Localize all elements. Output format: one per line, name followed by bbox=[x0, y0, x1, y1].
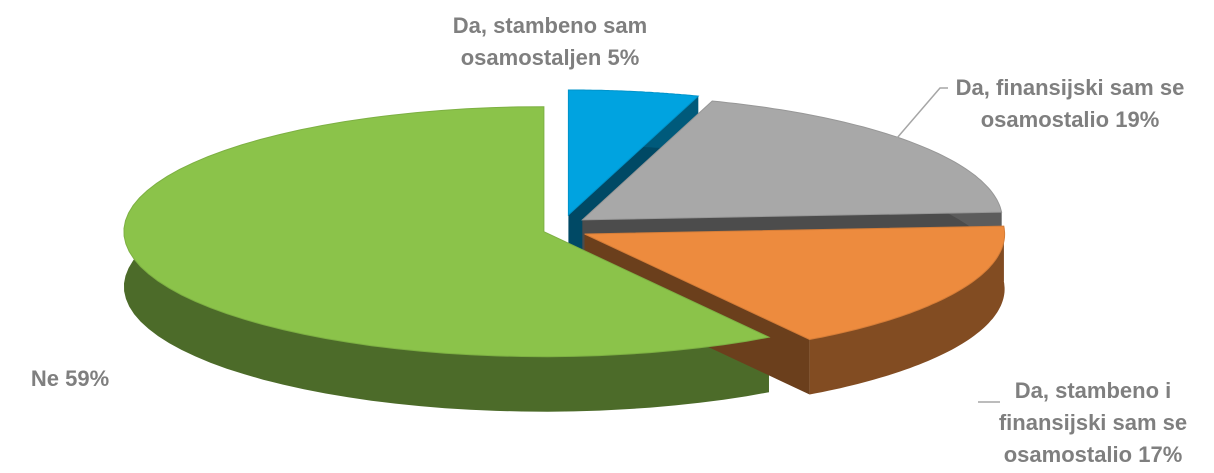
value-label: 19% bbox=[1115, 107, 1160, 132]
slice-side bbox=[809, 226, 1005, 395]
data-label: Ne 59% bbox=[10, 363, 130, 395]
value-label: 5% bbox=[607, 45, 640, 70]
category-label: Da, stambeno sam osamostaljen bbox=[452, 13, 648, 70]
slice-tops bbox=[123, 89, 1006, 358]
slice bbox=[123, 106, 771, 358]
slice bbox=[567, 89, 700, 217]
data-label: Da, stambeno i finansijski sam se osamos… bbox=[975, 375, 1211, 471]
data-label: Da, finansijski sam se osamostalio 19% bbox=[945, 72, 1195, 136]
leader-line bbox=[896, 87, 948, 139]
category-label: Da, stambeno i finansijski sam se osamos… bbox=[998, 378, 1188, 467]
value-label: 17% bbox=[1138, 442, 1183, 467]
category-label: Da, finansijski sam se osamostalio bbox=[955, 75, 1185, 132]
category-label: Ne bbox=[30, 366, 59, 391]
data-label: Da, stambeno sam osamostaljen 5% bbox=[405, 10, 695, 74]
value-label: 59% bbox=[65, 366, 110, 391]
slice bbox=[584, 225, 1006, 341]
slice bbox=[581, 100, 1003, 221]
